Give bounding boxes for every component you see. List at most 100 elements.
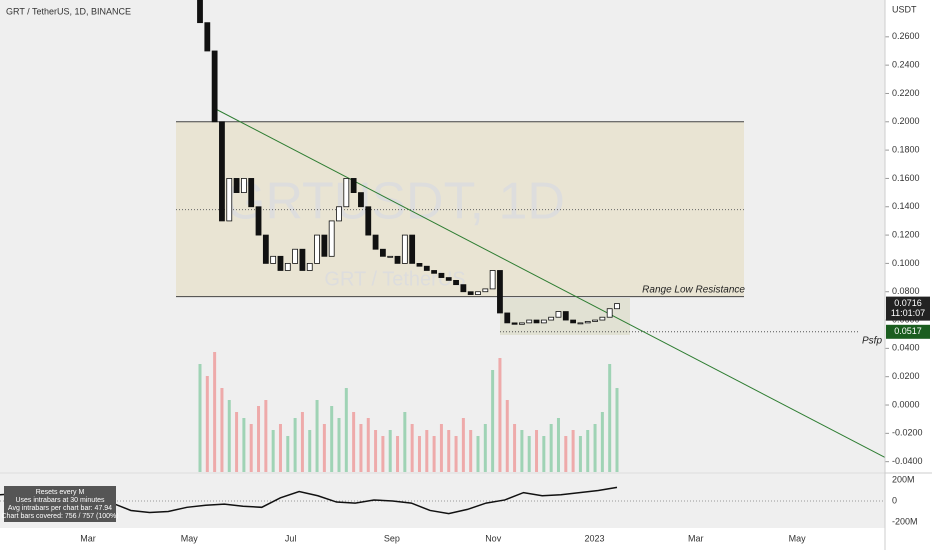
y-tick-label: 0.2000 — [892, 116, 920, 126]
candle — [262, 234, 269, 264]
candle — [219, 121, 225, 222]
volume-bar — [505, 400, 509, 472]
volume-bar — [322, 424, 326, 472]
candle — [314, 234, 320, 264]
x-tick-label: Nov — [485, 533, 502, 543]
candle — [592, 319, 598, 322]
candle — [394, 255, 401, 264]
info-text: Avg intrabars per chart bar: 47.94 — [8, 505, 112, 512]
candle — [562, 311, 569, 321]
candle — [365, 206, 372, 236]
countdown: 11:01:07 — [891, 308, 925, 318]
psfp-price: 0.0517 — [894, 326, 922, 336]
candle — [336, 206, 342, 222]
candle — [606, 308, 613, 318]
volume-bar — [381, 436, 385, 472]
candle — [445, 277, 452, 281]
candle — [526, 319, 533, 324]
y-tick-label: 0.2600 — [892, 31, 920, 41]
volume-bar — [586, 430, 590, 472]
volume-bar — [300, 412, 304, 472]
indicator-tick-label: 0 — [892, 495, 897, 505]
psfp-tag — [886, 324, 930, 339]
volume-bar — [608, 364, 612, 472]
volume-bar — [286, 436, 290, 472]
volume-bar — [535, 430, 539, 472]
volume-bar — [549, 424, 553, 472]
y-tick-label: 0.0800 — [892, 286, 920, 296]
candle — [277, 255, 284, 271]
candle — [358, 192, 364, 208]
candle — [438, 272, 445, 278]
volume-bar — [483, 424, 487, 472]
candle — [328, 220, 335, 257]
candle — [387, 255, 394, 258]
volume-bar — [425, 430, 429, 472]
volume-bar — [461, 418, 465, 472]
volume-bar — [417, 436, 421, 472]
volume-bar — [491, 370, 495, 472]
y-tick-label: 0.2400 — [892, 60, 920, 70]
y-tick-label: 0.1800 — [892, 144, 920, 154]
candle — [497, 270, 503, 314]
y-tick-label: 0.0000 — [892, 399, 920, 409]
volume-bar — [359, 424, 363, 472]
candle — [475, 291, 481, 295]
volume-bar — [439, 424, 443, 472]
info-box — [4, 486, 116, 522]
volume-bar — [220, 388, 224, 472]
candle — [511, 322, 518, 325]
x-tick-label: Mar — [688, 533, 704, 543]
last-price: 0.0716 — [894, 298, 922, 308]
candle — [518, 322, 525, 325]
volume-bar — [242, 418, 246, 472]
x-tick-label: Sep — [384, 533, 400, 543]
volume-bar — [352, 412, 356, 472]
volume-bar — [227, 400, 231, 472]
volume-bar — [520, 430, 524, 472]
candle — [482, 288, 489, 293]
info-text: Uses intrabars at 30 minutes — [15, 497, 105, 504]
info-text: Chart bars covered: 756 / 757 (100%) — [1, 513, 118, 520]
candle — [292, 248, 299, 264]
watermark-sub: GRT / TetherUS — [324, 268, 465, 290]
candle — [548, 316, 555, 321]
y-tick-label: 0.1200 — [892, 229, 920, 239]
volume-bar — [571, 430, 575, 472]
x-tick-label: 2023 — [584, 533, 604, 543]
info-text: Resets every M — [36, 489, 85, 496]
candle — [614, 303, 620, 310]
y-tick-label: 0.1400 — [892, 201, 920, 211]
volume-bar — [315, 400, 319, 472]
volume-bar — [454, 436, 458, 472]
volume-bar — [403, 412, 407, 472]
y-tick-label: 0.1000 — [892, 258, 920, 268]
volume-bar — [388, 430, 392, 472]
y-tick-label: -0.0400 — [892, 456, 923, 466]
volume-bar — [542, 436, 546, 472]
candle — [416, 263, 423, 267]
indicator-tick-label: 200M — [892, 474, 915, 484]
volume-bar — [410, 424, 414, 472]
volume-bar — [205, 376, 209, 472]
candle — [423, 265, 430, 271]
y-tick-label: 0.1600 — [892, 173, 920, 183]
candle — [467, 291, 474, 295]
candle — [372, 234, 379, 250]
volume-bar — [578, 436, 582, 472]
candle — [343, 178, 350, 208]
chart-title: GRT / TetherUS, 1D, BINANCE — [6, 6, 131, 16]
candle — [577, 322, 584, 325]
volume-bar — [344, 388, 348, 472]
candle — [284, 263, 291, 271]
volume-bar — [249, 424, 253, 472]
volume-bar — [396, 436, 400, 472]
last-price-tag — [886, 296, 930, 321]
candle — [379, 248, 386, 257]
currency: USDT — [892, 4, 917, 14]
candle — [255, 206, 262, 236]
volume-bar — [213, 352, 217, 472]
volume-bar — [432, 436, 436, 472]
y-tick-label: 0.0400 — [892, 343, 920, 353]
candle — [489, 270, 496, 290]
